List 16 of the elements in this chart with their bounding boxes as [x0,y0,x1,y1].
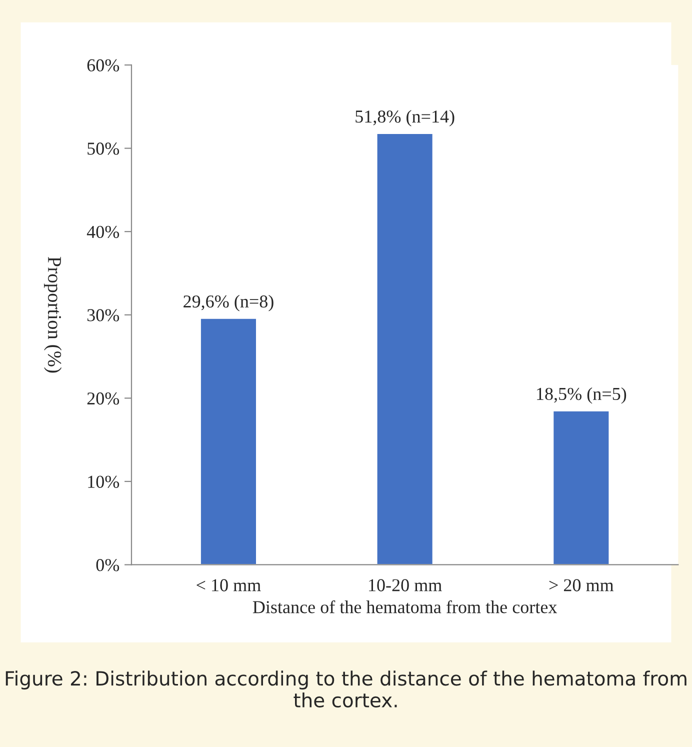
caption: Figure 2: Distribution according to the distance of the hematoma from the cortex. [6,670,686,708]
data-label: 51,8% (n=14) [356,110,454,126]
y-tick-label: 20% [87,392,120,405]
y-tick-label: 30% [87,309,120,322]
y-tick-label: 10% [88,476,120,488]
data-label: 29,6% (n=8) [184,294,274,312]
x-tick-label: 10-20 mm [369,579,442,592]
y-tick-label: 50% [88,142,120,155]
x-axis-title: Distance of the hematoma from the cortex [252,600,558,614]
x-tick-label: > 20 mm [549,579,614,592]
data-label: 18,5% (n=5) [537,387,626,404]
y-tick-label: 40% [86,226,120,238]
x-tick-label: < 10 mm [196,579,261,592]
y-tick-label: 60% [87,59,120,72]
y-axis-title: Proportion (%) [44,256,62,373]
y-tick-label: 0% [96,558,120,572]
